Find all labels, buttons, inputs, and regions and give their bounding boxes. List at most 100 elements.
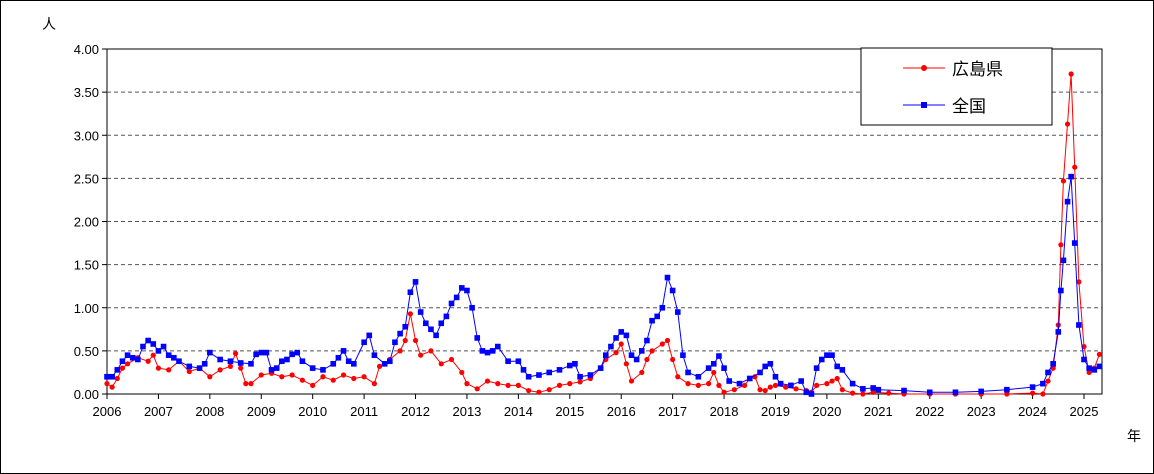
- data-point: [515, 358, 522, 365]
- data-point: [320, 374, 326, 380]
- data-point: [818, 356, 825, 363]
- data-point: [824, 381, 830, 387]
- x-tick-label: 2013: [452, 404, 481, 419]
- data-point: [505, 358, 511, 365]
- data-point: [639, 369, 645, 376]
- data-point: [808, 391, 815, 397]
- x-tick-label: 2007: [144, 404, 173, 419]
- series-national: [104, 173, 1103, 397]
- data-point: [1029, 390, 1036, 396]
- data-point: [1068, 173, 1074, 180]
- legend-marker-hiroshima: [921, 65, 927, 71]
- data-point: [279, 374, 285, 380]
- data-point: [608, 343, 614, 350]
- data-point: [289, 351, 295, 358]
- data-point: [1076, 279, 1082, 285]
- data-point: [186, 368, 192, 375]
- data-point: [1091, 367, 1098, 373]
- data-point: [351, 375, 357, 382]
- data-point: [746, 375, 753, 382]
- data-point: [767, 384, 773, 390]
- data-point: [279, 358, 285, 365]
- y-tick-label: 2.00: [74, 215, 99, 230]
- data-point: [407, 311, 413, 317]
- data-point: [392, 339, 398, 346]
- data-point: [176, 358, 182, 365]
- y-tick-label: 3.00: [74, 128, 99, 143]
- data-point: [299, 377, 306, 383]
- data-point: [556, 382, 563, 388]
- data-point: [860, 391, 866, 397]
- data-point: [284, 356, 290, 363]
- data-point: [633, 356, 640, 363]
- data-point: [1064, 198, 1071, 205]
- y-tick-label: 0.50: [74, 344, 99, 359]
- data-point: [803, 389, 810, 396]
- x-tick-label: 2016: [607, 404, 636, 419]
- y-tick-label: 4.00: [74, 42, 99, 57]
- data-point: [860, 386, 866, 392]
- data-point: [1045, 369, 1051, 376]
- data-point: [166, 367, 172, 373]
- data-point: [479, 348, 486, 354]
- data-point: [294, 349, 301, 356]
- data-point: [675, 374, 681, 380]
- x-tick-label: 2006: [93, 404, 122, 419]
- data-point: [777, 380, 784, 387]
- data-point: [201, 361, 208, 367]
- data-point: [814, 382, 820, 388]
- data-point: [695, 382, 701, 388]
- data-point: [135, 356, 141, 363]
- data-point: [438, 320, 445, 327]
- data-point: [1071, 240, 1078, 246]
- data-point: [1058, 242, 1064, 248]
- data-point: [839, 387, 845, 393]
- data-point: [423, 320, 429, 327]
- data-point: [762, 363, 768, 370]
- data-point: [526, 387, 532, 394]
- data-point: [1064, 121, 1071, 127]
- data-point: [1096, 351, 1103, 357]
- data-point: [397, 330, 403, 337]
- data-point: [875, 386, 882, 393]
- legend-label-hiroshima: 広島県: [952, 60, 1003, 80]
- data-point: [685, 381, 691, 387]
- data-point: [850, 390, 856, 396]
- data-point: [418, 352, 424, 358]
- data-point: [469, 304, 475, 311]
- data-point: [705, 365, 712, 371]
- data-point: [484, 349, 491, 356]
- data-point: [834, 363, 840, 370]
- data-point: [345, 358, 352, 365]
- data-point: [788, 382, 794, 389]
- data-point: [762, 387, 768, 394]
- data-point: [1060, 178, 1067, 184]
- data-point: [602, 352, 609, 358]
- data-point: [124, 352, 131, 358]
- data-point: [387, 358, 393, 365]
- data-point: [381, 361, 388, 367]
- data-point: [376, 363, 383, 369]
- data-point: [566, 362, 573, 369]
- data-point: [721, 365, 727, 371]
- y-axis-ticks: 0.00 0.50 1.00 1.50 2.00 2.50 3.00 3.50 4.00: [74, 42, 107, 402]
- data-point: [402, 323, 409, 330]
- data-point: [114, 367, 121, 373]
- data-point: [623, 332, 630, 339]
- data-point: [402, 337, 408, 344]
- data-point: [438, 361, 444, 367]
- data-point: [448, 300, 455, 307]
- data-point: [536, 389, 542, 395]
- data-point: [186, 363, 193, 370]
- data-point: [464, 287, 470, 294]
- data-point: [109, 384, 115, 390]
- data-point: [335, 354, 342, 361]
- x-tick-label: 2014: [504, 404, 533, 419]
- data-point: [644, 356, 650, 363]
- data-point: [428, 348, 434, 354]
- data-point: [1040, 391, 1046, 397]
- data-point: [670, 356, 676, 363]
- data-point: [1068, 71, 1074, 77]
- data-point: [243, 381, 249, 387]
- data-point: [757, 387, 763, 393]
